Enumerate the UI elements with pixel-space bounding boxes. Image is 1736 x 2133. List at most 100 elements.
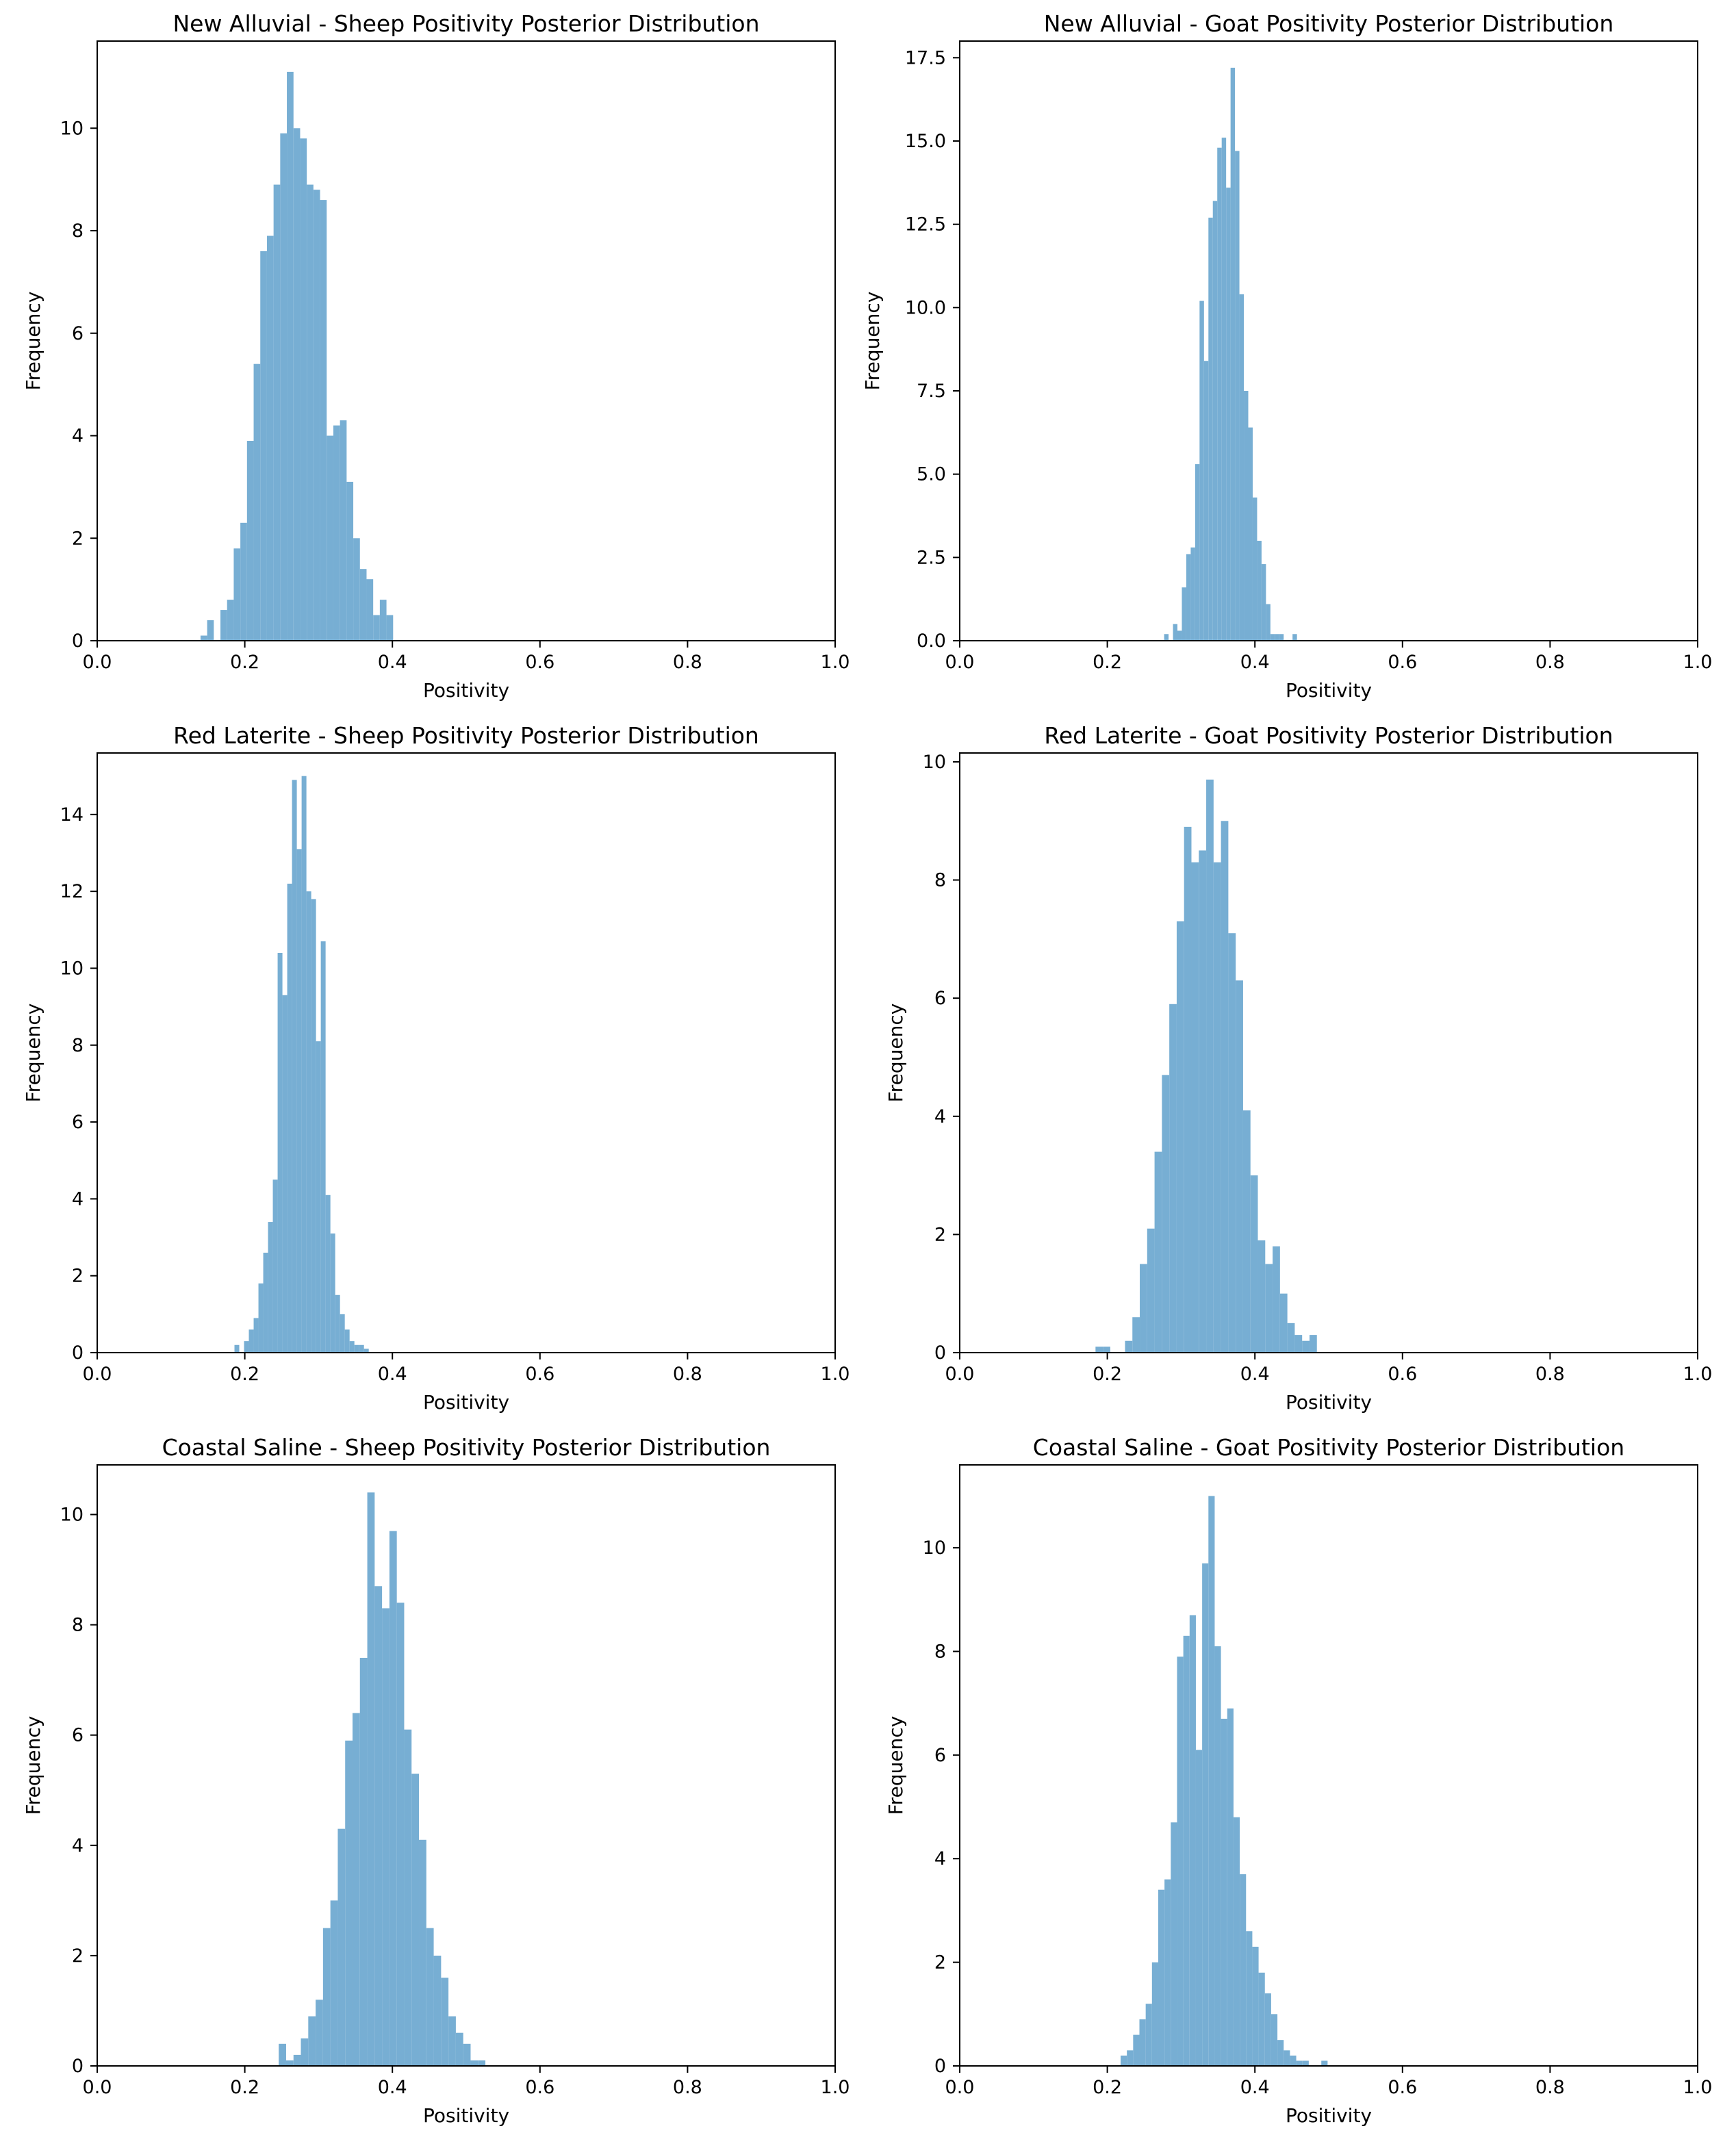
x-tick-label: 0.6: [525, 652, 554, 673]
histogram-bar: [253, 1318, 259, 1353]
x-tick-label: 1.0: [821, 2077, 850, 2098]
chart-title: New Alluvial - Goat Positivity Posterior…: [1044, 10, 1614, 37]
histogram-bar: [316, 2000, 323, 2066]
axes-frame: [959, 40, 1698, 641]
histogram-bar: [1246, 1931, 1253, 2066]
x-tick-label: 0.4: [378, 652, 407, 673]
histogram-bar: [293, 128, 301, 641]
histogram-bar: [320, 941, 326, 1353]
histogram-bar: [1173, 624, 1178, 641]
y-tick-label: 6: [72, 1112, 84, 1133]
histogram-bar: [374, 1586, 383, 2066]
y-tick-label: 14: [60, 804, 84, 826]
histogram-bar: [1227, 1708, 1234, 2066]
histogram-bar: [379, 600, 387, 641]
histogram-bar: [1252, 497, 1258, 641]
x-tick-label: 0.0: [945, 2077, 975, 2098]
histogram-bar: [1252, 1946, 1259, 2066]
histogram-bar: [1309, 1335, 1317, 1353]
y-tick-label: 10.0: [905, 297, 946, 318]
histogram-bar: [1244, 391, 1249, 641]
histogram-bar: [325, 1195, 331, 1353]
histogram-bar: [353, 538, 360, 641]
y-tick-label: 12: [60, 881, 84, 902]
histogram-bar: [292, 780, 297, 1353]
histogram-bar: [240, 522, 247, 641]
y-tick-label: 2: [72, 1945, 84, 1967]
y-tick-label: 2.5: [917, 547, 946, 568]
y-tick-label: 8: [72, 220, 84, 242]
x-tick-label: 0.2: [230, 652, 259, 673]
histogram-bar: [1171, 1822, 1177, 2066]
histogram-bar: [433, 1955, 442, 2066]
histogram-bar: [220, 610, 227, 641]
axes-frame: [97, 752, 836, 1353]
histogram-bar: [1236, 980, 1243, 1353]
histogram-bar: [207, 620, 214, 641]
histogram-bar: [200, 635, 207, 641]
histogram-bar: [1103, 1346, 1110, 1353]
histogram-bar: [366, 579, 374, 641]
histogram-panel: 0.0 0.2 0.4 0.6 0.8 1.0 0 2 4 6 8 10 New Alluvial - …: [22, 10, 850, 702]
histogram-bar: [1284, 2050, 1290, 2066]
histogram-bar: [1199, 301, 1204, 641]
histogram-panel: 0.0 0.2 0.4 0.6 0.8 1.0 0.0 2.5 5.0 7.5 10.0 12.5 15…: [861, 10, 1712, 702]
histogram-bar: [1189, 1615, 1196, 2066]
histogram-bar: [246, 441, 254, 641]
histogram-bar: [1169, 1004, 1177, 1353]
histogram-bar: [1302, 2060, 1309, 2066]
histogram-bar: [354, 1344, 359, 1353]
x-tick-label: 0.6: [525, 2077, 554, 2098]
x-tick-label: 0.6: [525, 1364, 554, 1385]
histogram-bar: [227, 600, 234, 641]
x-tick-label: 0.4: [1240, 1364, 1270, 1385]
histogram-bar: [277, 953, 283, 1353]
histogram-bar: [1296, 2060, 1303, 2066]
x-tick-label: 0.2: [230, 2077, 259, 2098]
axes-frame: [97, 40, 836, 641]
y-tick-label: 2: [934, 1952, 946, 1974]
histogram-bar: [1258, 1972, 1265, 2066]
histogram-bar: [287, 883, 292, 1353]
histogram-bar: [1139, 2019, 1146, 2066]
histogram-bar: [1266, 604, 1271, 641]
y-tick-label: 5.0: [917, 464, 946, 485]
histogram-bar: [1127, 2050, 1134, 2066]
histogram-bar: [248, 1329, 254, 1353]
y-tick-label: 15.0: [905, 131, 946, 152]
histogram-bar: [1212, 201, 1218, 641]
histogram-bar: [1248, 427, 1253, 641]
histogram-bar: [470, 2060, 478, 2066]
histogram-bar: [335, 1294, 340, 1353]
y-tick-label: 0: [934, 1342, 946, 1364]
histogram-bar: [301, 776, 307, 1353]
y-tick-label: 6: [934, 988, 946, 1009]
histogram-bar: [363, 1349, 369, 1353]
histogram-bar: [1271, 2014, 1278, 2066]
x-tick-label: 0.0: [945, 652, 975, 673]
x-tick-label: 0.4: [1240, 2077, 1270, 2098]
x-tick-label: 0.8: [1535, 652, 1565, 673]
y-tick-label: 0.0: [917, 630, 946, 652]
x-tick-label: 0.6: [1388, 1364, 1417, 1385]
histogram-bar: [1203, 361, 1209, 641]
histogram-bar: [1125, 1340, 1133, 1353]
histogram-bar: [1191, 862, 1199, 1353]
histogram-panel: 0.0 0.2 0.4 0.6 0.8 1.0 0 2 4 6 8 10 Red Laterite - …: [884, 722, 1712, 1414]
y-tick-label: 10: [60, 1504, 84, 1525]
x-tick-label: 0.2: [1093, 2077, 1122, 2098]
x-tick-label: 1.0: [1683, 2077, 1713, 2098]
y-tick-label: 8: [934, 870, 946, 891]
y-tick-label: 6: [72, 1725, 84, 1746]
histogram-bar: [478, 2060, 486, 2066]
y-tick-label: 7.5: [917, 381, 946, 402]
histogram-panel: 0.0 0.2 0.4 0.6 0.8 1.0 0 2 4 6 8 10 Coastal Saline …: [22, 1434, 850, 2127]
histogram-bar: [1176, 921, 1184, 1353]
histogram-bar: [244, 1341, 249, 1353]
histogram-bar: [1242, 1110, 1251, 1353]
histogram-bar: [1287, 1323, 1295, 1353]
histogram-bar: [1233, 1817, 1240, 2066]
y-tick-label: 4: [72, 426, 84, 447]
y-tick-label: 17.5: [905, 47, 946, 68]
histogram-bar: [1270, 634, 1275, 641]
